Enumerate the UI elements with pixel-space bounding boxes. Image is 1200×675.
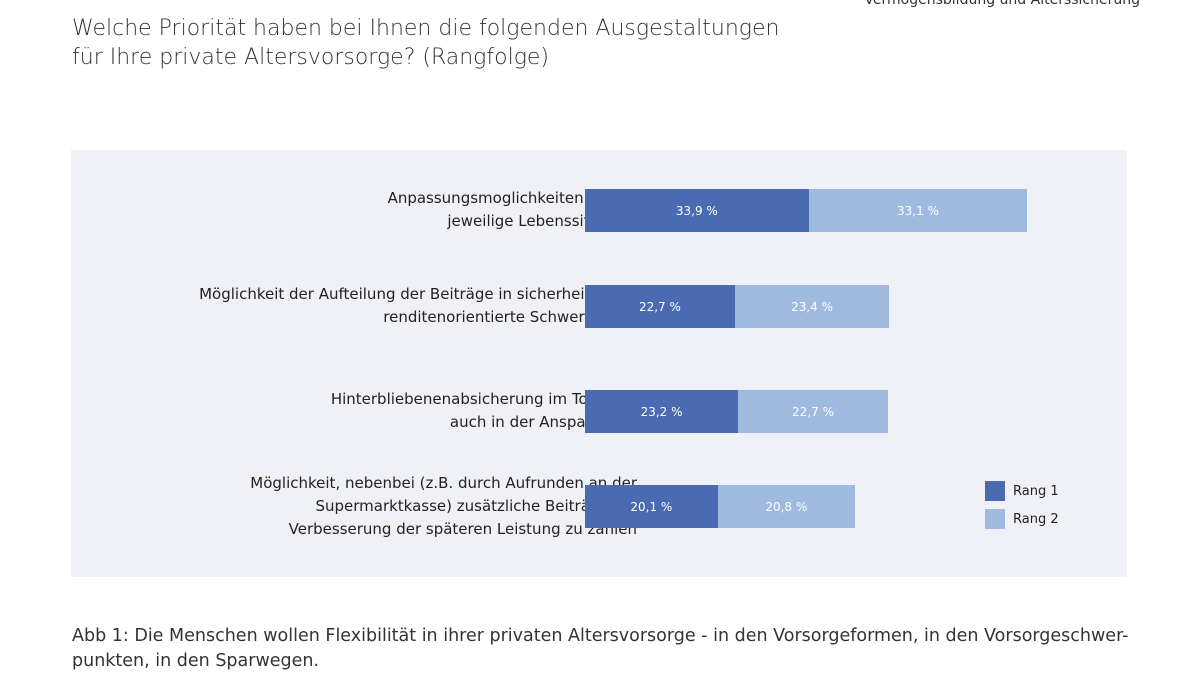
legend-label: Rang 1 [1013,483,1059,499]
chart-title: Welche Priorität haben bei Ihnen die fol… [72,14,832,72]
category-label-line: jeweilige Lebenssituation [447,212,637,230]
data-label: 23,4 % [791,299,833,314]
legend-swatch [985,509,1005,529]
data-label: 33,9 % [675,203,718,218]
bar-rang-1: 22,7 % [585,285,735,328]
data-label: 22,7 % [792,404,834,419]
figure-caption: Abb 1: Die Menschen wollen Flexibilität … [72,626,1129,671]
legend-label: Rang 2 [1013,511,1059,527]
bar-rang-1: 23,2 % [585,390,739,433]
bar-rang-1: 33,9 % [585,189,809,232]
category-label-line: Möglichkeit der Aufteilung der Beiträge … [199,285,637,303]
bar-rang-2: 22,7 % [738,390,888,433]
legend-swatch [985,481,1005,501]
bar-rang-2: 33,1 % [808,189,1028,232]
category-label-line: Verbesserung der späteren Leistung zu za… [288,519,637,538]
category-label: Hinterbliebenenabsicherung im Todesfall a… [157,388,637,434]
legend-item: Rang 1 [985,481,1059,501]
legend-item: Rang 2 [985,509,1059,529]
title-line-2: für Ihre private Altersvorsorge? (Rangfo… [72,45,550,70]
data-label: 20,8 % [765,499,808,514]
bar-rang-2: 23,4 % [734,285,890,328]
title-line-1: Welche Priorität haben bei Ihnen die fol… [72,16,780,41]
category-label-line: renditenorientierte Schwerpunkte [383,308,637,326]
data-label: 22,7 % [638,299,681,314]
bar-rang-2: 20,8 % [717,485,855,528]
category-label: Anpassungsmoglichkeiten für die jeweilige… [157,187,637,233]
bar-rang-1: 20,1 % [585,485,718,528]
category-label-line: Supermarktkasse) zusätzliche Beiträge zu… [315,496,637,515]
category-label-line: auch in der Ansparphase [449,413,637,431]
category-label-line: Möglichkeit, nebenbei (z.B. durch Aufrun… [250,473,637,492]
category-label-line: Hinterbliebenenabsicherung im Todesfall [330,390,637,408]
data-label: 20,1 % [630,499,673,514]
header-text: Vermögensbildung und Alterssicherung [864,0,1140,8]
data-label: 23,2 % [640,404,683,419]
data-label: 33,1 % [896,203,939,218]
category-label: Möglichkeit der Aufteilung der Beiträge … [157,283,637,329]
category-label-line: Anpassungsmoglichkeiten für die [387,189,637,207]
category-label: Möglichkeit, nebenbei (z.B. durch Aufrun… [157,472,637,541]
